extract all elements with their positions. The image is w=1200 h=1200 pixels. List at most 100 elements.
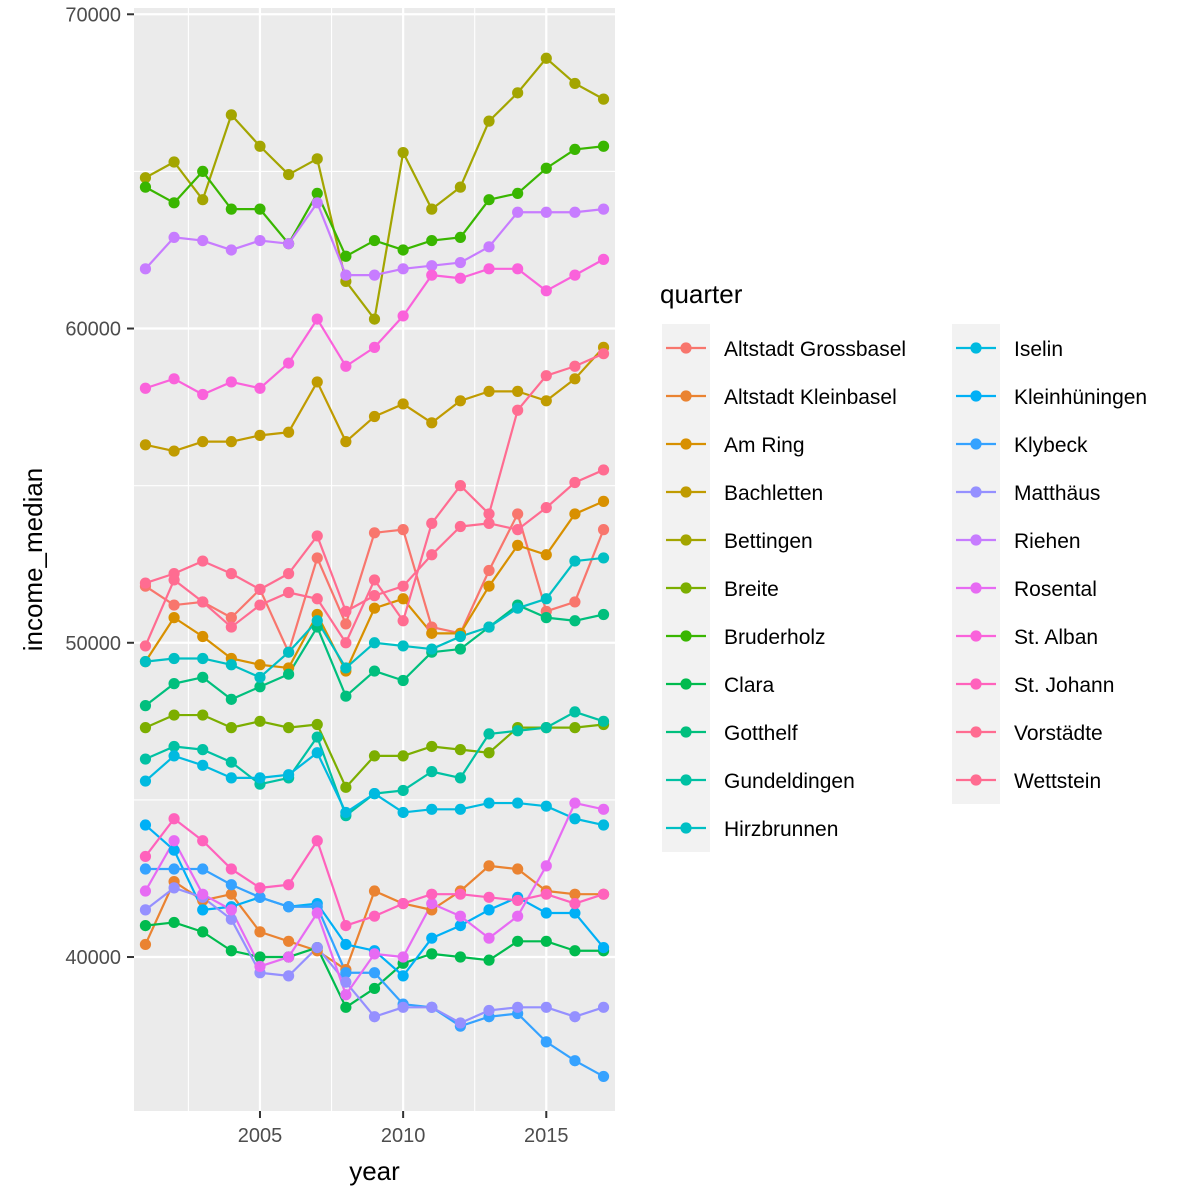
data-point xyxy=(426,803,438,815)
data-point xyxy=(597,803,610,815)
legend-item: Rosental xyxy=(952,564,1097,612)
data-point xyxy=(340,806,352,819)
data-point xyxy=(454,181,466,193)
data-point xyxy=(426,417,438,429)
data-point xyxy=(368,750,381,762)
data-point xyxy=(454,395,466,407)
legend-label: St. Johann xyxy=(1014,674,1114,697)
data-point xyxy=(254,715,266,727)
legend-item: Wettstein xyxy=(952,756,1101,804)
data-point xyxy=(512,935,524,947)
data-point xyxy=(139,640,152,652)
data-point xyxy=(168,197,180,209)
data-point xyxy=(454,272,466,284)
data-point xyxy=(454,643,466,655)
data-point xyxy=(225,756,237,768)
data-point xyxy=(426,948,438,960)
data-point xyxy=(168,568,180,580)
data-point xyxy=(283,646,295,658)
data-point xyxy=(483,891,495,903)
data-point xyxy=(540,907,552,919)
data-point xyxy=(311,835,323,847)
data-point xyxy=(197,888,209,900)
data-point xyxy=(483,517,495,529)
data-point xyxy=(483,194,495,206)
data-point xyxy=(540,370,552,382)
data-point xyxy=(483,564,495,577)
legend-key-point xyxy=(680,774,692,786)
data-point xyxy=(483,385,495,397)
data-point xyxy=(225,109,237,121)
data-point xyxy=(368,269,381,281)
legend-label: Altstadt Grossbasel xyxy=(724,338,906,361)
data-point xyxy=(340,989,352,1001)
y-axis-title: income_median xyxy=(18,468,48,652)
data-point xyxy=(397,398,409,410)
legend-label: Wettstein xyxy=(1014,770,1101,793)
data-point xyxy=(540,52,552,64)
data-point xyxy=(597,140,610,152)
data-point xyxy=(426,897,438,910)
legend-item: Clara xyxy=(662,660,775,708)
data-point xyxy=(283,568,295,580)
data-point xyxy=(540,800,552,812)
legend-label: Bruderholz xyxy=(724,626,826,649)
data-point xyxy=(569,813,581,825)
legend-item: Am Ring xyxy=(662,420,805,468)
data-point xyxy=(426,627,438,639)
data-point xyxy=(340,605,352,617)
legend-label: Clara xyxy=(724,674,775,697)
data-point xyxy=(225,693,237,705)
data-point xyxy=(168,678,180,690)
data-point xyxy=(197,744,209,756)
data-point xyxy=(454,803,466,815)
y-tick-label: 40000 xyxy=(65,947,121,969)
data-point xyxy=(254,382,266,394)
data-point xyxy=(340,938,352,951)
data-point xyxy=(139,919,152,932)
data-point xyxy=(483,115,495,127)
data-point xyxy=(540,285,552,297)
data-point xyxy=(197,234,209,247)
data-point xyxy=(597,524,610,536)
data-point xyxy=(512,404,524,416)
legend-label: St. Alban xyxy=(1014,626,1098,649)
data-point xyxy=(426,234,438,247)
data-point xyxy=(483,621,495,633)
data-point xyxy=(569,897,581,910)
data-point xyxy=(512,894,524,907)
data-point xyxy=(540,612,552,624)
data-point xyxy=(254,203,266,215)
legend-item: Breite xyxy=(662,564,779,612)
data-point xyxy=(225,879,237,891)
data-point xyxy=(283,769,295,781)
data-point xyxy=(397,146,409,159)
legend-item: Bruderholz xyxy=(662,612,826,660)
data-point xyxy=(311,313,323,325)
data-point xyxy=(540,502,552,514)
data-point xyxy=(368,574,381,586)
data-point xyxy=(283,901,295,913)
data-point xyxy=(483,508,495,520)
data-point xyxy=(254,926,266,938)
data-point xyxy=(540,935,552,947)
data-point xyxy=(197,596,209,608)
data-point xyxy=(397,310,409,322)
data-point xyxy=(311,530,323,542)
data-point xyxy=(311,187,323,200)
legend-item: Vorstädte xyxy=(952,708,1103,756)
data-point xyxy=(283,970,295,982)
data-point xyxy=(254,681,266,693)
data-point xyxy=(168,844,180,856)
data-point xyxy=(397,806,409,819)
data-point xyxy=(225,376,237,388)
data-point xyxy=(597,253,610,265)
data-point xyxy=(569,706,581,718)
data-point xyxy=(483,860,495,872)
data-point xyxy=(597,608,610,621)
data-point xyxy=(168,882,180,894)
data-point xyxy=(426,888,438,900)
data-point xyxy=(197,926,209,938)
legend-item: Klybeck xyxy=(952,420,1088,468)
data-point xyxy=(397,784,409,797)
